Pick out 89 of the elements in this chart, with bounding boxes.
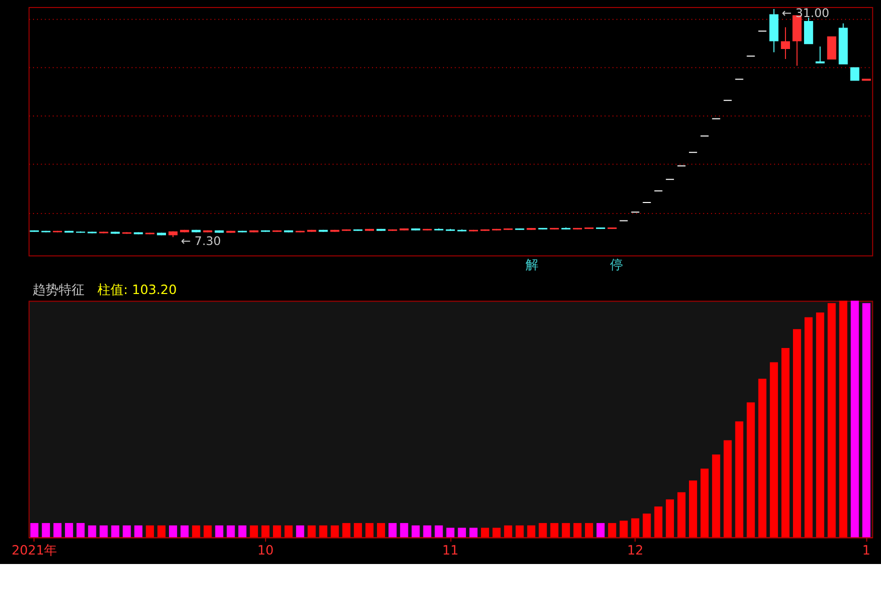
candlestick	[804, 17, 814, 44]
bar	[88, 525, 96, 538]
bar	[724, 440, 732, 538]
bar	[76, 523, 85, 538]
bar	[446, 528, 454, 538]
bar	[770, 362, 778, 538]
bar	[319, 525, 328, 538]
bar	[828, 303, 836, 538]
bar	[480, 528, 490, 538]
bar	[272, 525, 282, 538]
bar	[527, 525, 536, 538]
bar	[654, 506, 662, 538]
x-tick-label: 12	[627, 543, 644, 558]
bar	[180, 525, 189, 538]
bar	[550, 523, 558, 538]
bar	[758, 378, 766, 538]
bar	[688, 480, 698, 538]
bar	[492, 528, 501, 538]
bar	[596, 523, 605, 538]
text: 停	[610, 258, 624, 274]
bar	[584, 523, 594, 538]
candlestick	[850, 67, 860, 81]
bar	[330, 525, 339, 538]
bar	[400, 523, 408, 538]
bar	[839, 300, 848, 538]
bar	[238, 525, 246, 538]
bar	[122, 525, 131, 538]
bar	[642, 514, 651, 538]
bar	[53, 523, 62, 538]
bar	[146, 525, 154, 538]
bar	[538, 523, 547, 538]
bar	[804, 317, 813, 538]
bar	[376, 523, 386, 538]
x-tick-label: 2021年	[12, 543, 58, 558]
bar	[215, 525, 224, 538]
bar	[226, 525, 235, 538]
x-tick-label: 1	[862, 543, 870, 558]
bar	[204, 525, 212, 538]
bar	[620, 520, 628, 538]
bar	[792, 329, 802, 538]
bar	[42, 523, 50, 538]
bar	[423, 525, 432, 538]
bar	[746, 402, 755, 538]
bar	[100, 525, 108, 538]
bar	[458, 528, 466, 538]
bar	[781, 348, 790, 538]
bar	[666, 499, 674, 538]
bar	[504, 525, 512, 538]
bar	[296, 525, 304, 538]
x-tick-label: 10	[257, 543, 274, 558]
bar	[168, 525, 178, 538]
bar	[134, 525, 142, 538]
bar	[608, 523, 616, 538]
bar	[516, 525, 524, 538]
bar	[284, 525, 293, 538]
bar	[308, 525, 316, 538]
text: 柱值: 103.20	[98, 282, 177, 298]
candlestick	[816, 46, 825, 64]
bar	[573, 523, 582, 538]
bar	[816, 312, 824, 538]
bar	[862, 303, 870, 538]
annotation: ← 7.30	[180, 234, 221, 248]
text: 解	[526, 258, 539, 274]
candlestick	[780, 26, 790, 60]
bar	[412, 525, 420, 538]
bar	[342, 523, 350, 538]
bar	[735, 421, 744, 538]
bar	[700, 468, 709, 538]
annotation: ← 31.00	[782, 6, 830, 20]
bar	[562, 523, 570, 538]
bar	[111, 525, 120, 538]
bar	[30, 523, 38, 538]
bar	[64, 523, 74, 538]
bar	[388, 523, 397, 538]
bar	[469, 528, 478, 538]
bar	[157, 525, 166, 538]
x-tick-label: 11	[442, 543, 459, 558]
candlestick	[827, 36, 836, 60]
bar	[434, 525, 443, 538]
chart-title: 趋势特征	[32, 282, 85, 298]
bar	[250, 525, 258, 538]
bar	[192, 525, 200, 538]
bar	[850, 300, 859, 538]
bar	[712, 454, 720, 538]
bar	[354, 523, 362, 538]
bar	[365, 523, 374, 538]
bar	[631, 518, 640, 538]
bar	[677, 492, 686, 538]
bar	[261, 525, 270, 538]
